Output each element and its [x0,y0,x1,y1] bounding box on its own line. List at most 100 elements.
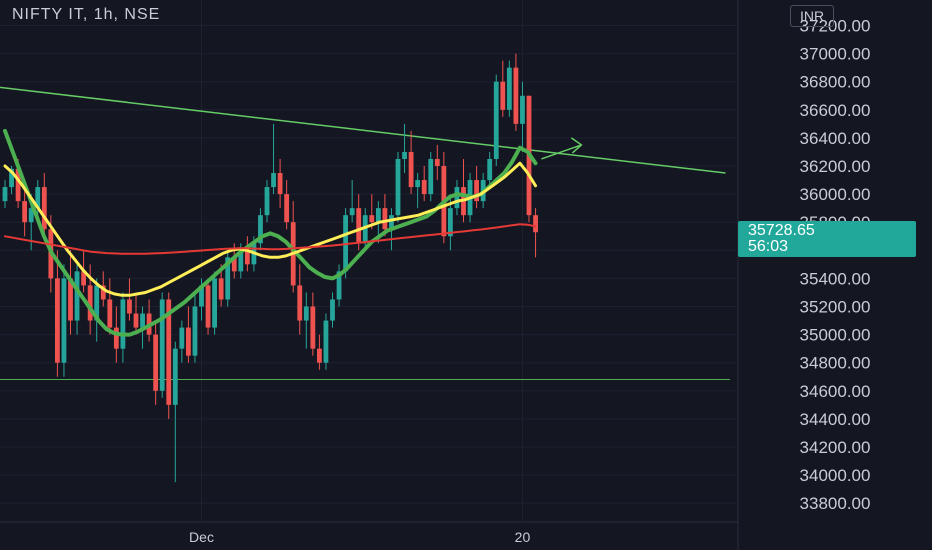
candle-up [212,278,217,328]
price-tick-label: 36600.00 [800,101,871,120]
price-tick-label: 34200.00 [800,438,871,457]
candle-up [140,313,145,328]
candle-down [41,187,47,230]
candle-down [434,158,440,166]
candle-down [297,285,303,321]
candle-down [113,327,119,349]
candle-up [2,187,8,202]
last-price-value: 35728.65 [748,222,815,239]
price-tick-label: 33800.00 [800,494,871,513]
candle-down [205,285,211,328]
price-tick-label: 35400.00 [800,269,871,288]
last-price-badge: 35728.65 56:03 [738,221,916,257]
candle-down [408,151,414,188]
candle-up [520,95,525,124]
trend-line[interactable] [0,86,726,174]
price-tick-label: 34400.00 [800,410,871,429]
candle-down [369,215,375,223]
bar-countdown: 56:03 [748,238,789,255]
candle-up [395,158,401,216]
candle-up [225,257,231,300]
candle-up [35,187,41,209]
candle-up [506,67,512,110]
candle-down [356,208,362,244]
time-tick-label: Dec [189,529,214,545]
candle-down [107,299,113,328]
candle-up [9,168,14,188]
ema-green-line [3,128,538,337]
ema-yellow-line [3,161,537,297]
candle-up [172,348,178,405]
candle-up [428,158,434,195]
ema-red-line [4,223,537,255]
candle-down [186,327,191,356]
drawings[interactable] [0,86,730,381]
candle-up [120,299,126,349]
candle-down [231,257,237,272]
price-axis[interactable]: 37200.00 37000.00 36800.00 36600.00 36400.00… [800,17,871,514]
candle-down [533,215,538,233]
candle-down [244,250,250,265]
candle-up [330,299,335,321]
candle-up [349,208,355,216]
candle-down [153,334,159,391]
candle-down [68,278,73,321]
price-tick-label: 35000.00 [800,326,871,345]
chart-title: NIFTY IT, 1h, NSE [12,6,161,23]
candle-up [258,215,263,244]
price-tick-label: 36400.00 [800,129,871,148]
candle-down [55,278,60,363]
candle-up [28,208,34,223]
candle-up [192,306,198,356]
candle-down [166,299,172,405]
candle-down [310,306,316,349]
candle-up [362,215,368,244]
time-tick-label: 20 [515,529,531,545]
currency-button[interactable]: INR [790,5,834,27]
candle-up [375,208,381,223]
price-tick-label: 37200.00 [800,17,871,36]
candle-up [94,285,100,321]
candle-down [22,201,28,223]
time-axis[interactable]: Dec 20 [189,529,530,545]
candle-up [159,299,165,391]
candle-up [61,278,67,363]
moving-averages [3,128,538,337]
candle-up [402,151,407,159]
arrow-drawing[interactable] [541,137,583,160]
candle-up [336,271,342,300]
price-tick-label: 37000.00 [800,45,871,64]
price-tick-label: 36200.00 [800,157,871,176]
candle-down [277,173,283,195]
candle-up [179,327,185,349]
candle-up [493,81,499,159]
candle-up [264,187,270,216]
candle-down [317,348,322,363]
candle-down [500,81,506,110]
price-tick-label: 36000.00 [800,185,871,204]
candle-up [303,306,309,321]
candle-down [133,313,139,328]
price-tick-label: 35200.00 [800,298,871,317]
candle-up [271,173,276,188]
candle-up [323,320,329,363]
candle-down [382,208,388,230]
candle-down [15,168,21,202]
candle-down [81,271,86,286]
price-tick-label: 36800.00 [800,73,871,92]
candle-down [513,67,519,124]
candle-down [87,285,93,321]
candle-up [389,215,394,230]
price-tick-label: 34000.00 [800,466,871,485]
candle-up [454,187,460,209]
candle-up [415,180,421,188]
candle-up [199,285,204,307]
candle-down [284,194,290,223]
candle-down [218,278,224,300]
candle-up [487,158,493,181]
candle-down [474,180,479,202]
price-tick-label: 34800.00 [800,354,871,373]
candle-down [127,299,132,314]
